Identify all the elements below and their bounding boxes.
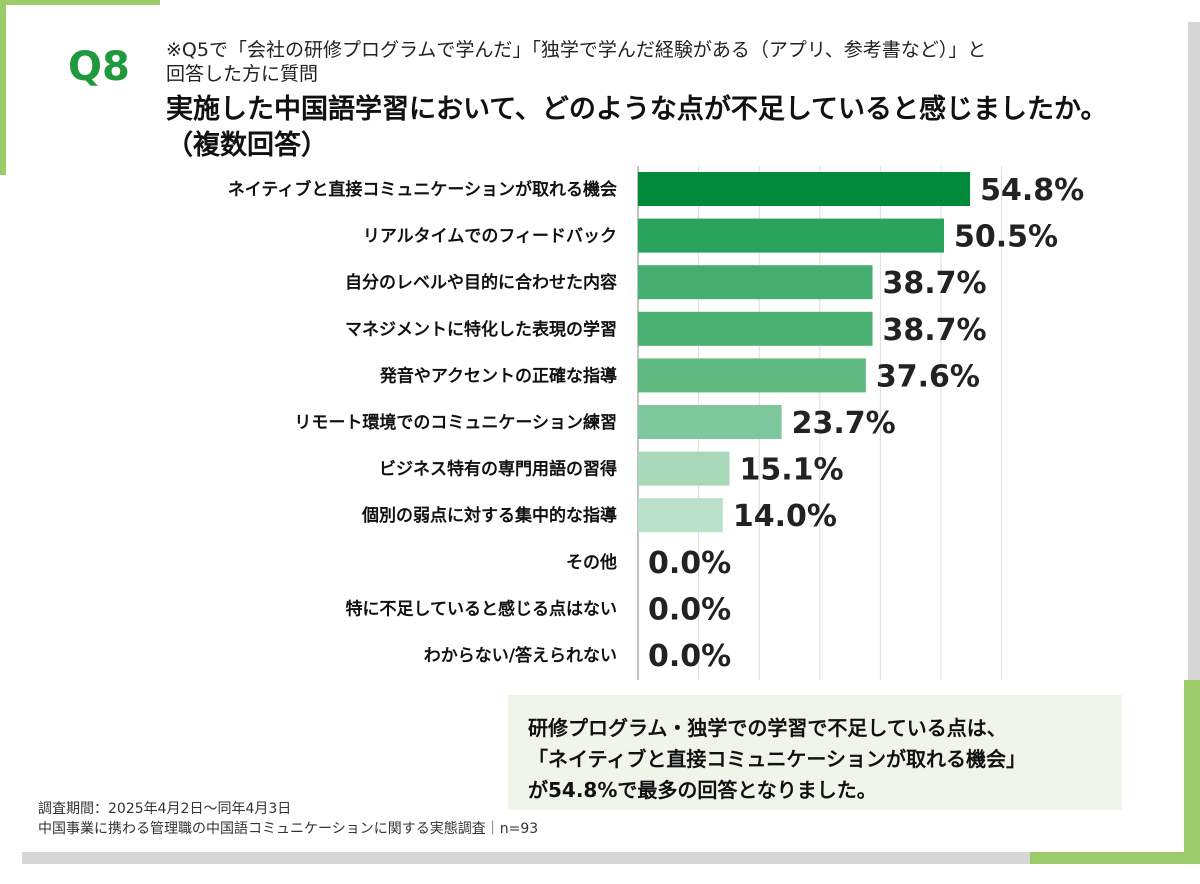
value-label: 15.1% — [740, 453, 844, 488]
summary-line: 「ネイティブと直接コミュニケーションが取れる機会」 — [528, 747, 1026, 771]
category-label: マネジメントに特化した表現の学習 — [345, 319, 617, 340]
bar — [638, 405, 782, 439]
value-label: 14.0% — [733, 499, 837, 534]
category-label: ネイティブと直接コミュニケーションが取れる機会 — [228, 179, 617, 200]
category-label: 個別の弱点に対する集中的な指導 — [361, 505, 617, 526]
value-label: 50.5% — [954, 220, 1058, 255]
value-label: 0.0% — [648, 546, 731, 581]
bar — [638, 172, 971, 206]
bar — [638, 311, 873, 346]
survey-source: 中国事業に携わる管理職の中国語コミュニケーションに関する実態調査｜n=93 — [38, 821, 539, 837]
question-condition-line: ※Q5で「会社の研修プログラムで学んだ」「独学で学んだ経験がある（アプリ、参考書… — [166, 39, 987, 61]
value-label: 38.7% — [883, 266, 987, 301]
category-label: リモート環境でのコミュニケーション練習 — [294, 412, 617, 433]
accent-bar-top — [0, 0, 160, 5]
category-label: 自分のレベルや目的に合わせた内容 — [345, 272, 617, 293]
survey-period: 調査期間：2025年4月2日～同年4月3日 — [38, 801, 292, 817]
bar — [638, 498, 723, 533]
category-label: その他 — [566, 552, 617, 573]
frame-shadow-right — [1188, 22, 1200, 862]
category-label: リアルタイムでのフィードバック — [363, 227, 617, 247]
bar — [638, 218, 945, 253]
accent-bar-bottom-right-vertical — [1184, 680, 1200, 864]
accent-bar-left — [0, 0, 6, 175]
chart-labels: ネイティブと直接コミュニケーションが取れる機会 54.8% リアルタイムでのフィード… — [228, 173, 1084, 674]
summary-box — [508, 695, 1122, 810]
frame-shadow-bottom — [22, 852, 1200, 864]
category-label: ビジネス特有の専門用語の習得 — [379, 459, 617, 480]
category-label: わからない/答えられない — [424, 645, 617, 666]
summary-line: が54.8%で最多の回答となりました。 — [528, 778, 877, 802]
value-label: 54.8% — [980, 173, 1084, 208]
category-label: 発音やアクセントの正確な指導 — [379, 365, 617, 386]
bar — [638, 265, 873, 300]
summary-line: 研修プログラム・独学での学習で不足している点は、 — [528, 716, 1007, 740]
chart-bars — [638, 172, 971, 533]
category-label: 特に不足していると感じる点はない — [346, 598, 618, 619]
value-label: 38.7% — [883, 313, 987, 348]
value-label: 37.6% — [876, 359, 980, 394]
value-label: 23.7% — [792, 406, 896, 441]
question-title-answer-type: （複数回答） — [166, 130, 328, 161]
question-condition-line: 回答した方に質問 — [166, 63, 319, 85]
accent-bar-bottom-right-horizontal — [1030, 852, 1200, 864]
bar — [638, 451, 730, 486]
question-title: 実施した中国語学習において、どのような点が不足していると感じましたか。 — [166, 94, 1108, 125]
value-label: 0.0% — [648, 592, 731, 627]
value-label: 0.0% — [648, 639, 731, 674]
question-number: Q8 — [68, 44, 130, 90]
bar — [638, 358, 866, 393]
question-condition: ※Q5で「会社の研修プログラムで学んだ」「独学で学んだ経験がある（アプリ、参考書… — [166, 38, 1126, 86]
